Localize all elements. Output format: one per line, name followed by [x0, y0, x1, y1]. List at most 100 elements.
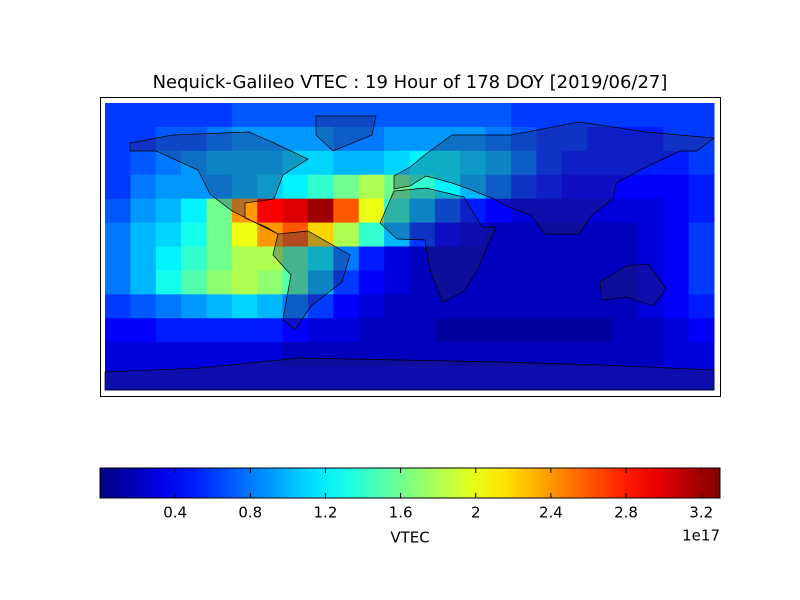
colorbar-tick-label: 0.4: [163, 504, 187, 522]
heatmap-cell: [485, 246, 512, 271]
heatmap-cell: [308, 366, 334, 391]
colorbar-tick-label: 1.6: [389, 504, 413, 522]
heatmap-cell: [206, 126, 233, 152]
heatmap-cell: [155, 222, 182, 247]
heatmap-cell: [485, 366, 512, 391]
heatmap-cell: [688, 294, 715, 319]
north-america: [129, 131, 309, 235]
heatmap-cell: [688, 342, 715, 367]
heatmap-cell: [688, 246, 715, 271]
heatmap-cell: [130, 246, 157, 271]
heatmap-cell: [409, 150, 436, 176]
heatmap-cell: [511, 366, 537, 391]
heatmap-cell: [206, 198, 233, 224]
heatmap-cell: [105, 150, 131, 176]
colorbar-label: VTEC: [390, 529, 429, 547]
heatmap-cell: [105, 198, 131, 224]
heatmap-cell: [384, 294, 410, 319]
heatmap-cell: [282, 103, 309, 128]
colorbar-tick-label: 2.4: [539, 504, 563, 522]
heatmap-cell: [130, 103, 157, 128]
heatmap-cell: [561, 318, 588, 343]
heatmap-cell: [612, 198, 639, 224]
heatmap-cell: [257, 150, 284, 176]
heatmap-cell: [181, 126, 207, 152]
heatmap-cell: [561, 174, 588, 200]
heatmap-cell: [485, 270, 512, 295]
heatmap-cell: [663, 366, 690, 391]
heatmap-cell: [587, 103, 613, 128]
heatmap-cell: [561, 246, 588, 271]
heatmap-cell: [282, 126, 309, 152]
heatmap-cell: [231, 150, 258, 176]
heatmap-cell: [587, 174, 613, 200]
heatmap-cell: [536, 126, 563, 152]
heatmap-cell: [384, 150, 410, 176]
heatmap-cell: [434, 270, 461, 295]
colorbar-tick-label: 3.2: [689, 504, 713, 522]
heatmap-cell: [282, 246, 309, 271]
heatmap-cell: [358, 366, 385, 391]
heatmap-cell: [282, 222, 309, 247]
heatmap-cell: [130, 318, 157, 343]
heatmap-cell: [663, 150, 690, 176]
heatmap-cell: [181, 294, 207, 319]
heatmap-cell: [105, 246, 131, 271]
heatmap-cell: [130, 222, 157, 247]
heatmap-cell: [358, 174, 385, 200]
heatmap-cell: [511, 270, 537, 295]
heatmap-cell: [206, 270, 233, 295]
heatmap-cell: [231, 222, 258, 247]
heatmap-cell: [561, 270, 588, 295]
heatmap-cell: [231, 174, 258, 200]
heatmap-cell: [663, 246, 690, 271]
heatmap-cell: [637, 246, 664, 271]
heatmap-cell: [333, 174, 360, 200]
heatmap-cell: [409, 103, 436, 128]
heatmap-cell: [637, 222, 664, 247]
heatmap-cell: [206, 150, 233, 176]
heatmap-cell: [257, 246, 284, 271]
greenland: [315, 115, 377, 152]
heatmap-cell: [384, 342, 410, 367]
heatmap-cell: [663, 318, 690, 343]
heatmap-cell: [561, 366, 588, 391]
heatmap-cell: [155, 342, 182, 367]
heatmap-cell: [155, 270, 182, 295]
heatmap-cell: [257, 126, 284, 152]
heatmap-cell: [409, 198, 436, 224]
heatmap-cell: [155, 103, 182, 128]
heatmap-cell: [637, 318, 664, 343]
heatmap-cell: [612, 222, 639, 247]
heatmap-cell: [663, 342, 690, 367]
heatmap-cell: [536, 103, 563, 128]
heatmap-cell: [612, 174, 639, 200]
heatmap-cell: [409, 294, 436, 319]
heatmap-cell: [434, 126, 461, 152]
heatmap-cell: [434, 150, 461, 176]
heatmap-cell: [333, 198, 360, 224]
heatmap-cell: [434, 246, 461, 271]
heatmap-cell: [257, 366, 284, 391]
heatmap-cell: [637, 270, 664, 295]
heatmap-cell: [485, 103, 512, 128]
heatmap-cell: [130, 174, 157, 200]
continents: [104, 115, 715, 391]
heatmap-cell: [561, 126, 588, 152]
heatmap-cell: [206, 342, 233, 367]
heatmap-cell: [536, 198, 563, 224]
chart-title: Nequick-Galileo VTEC : 19 Hour of 178 DO…: [153, 72, 668, 93]
heatmap-cell: [663, 174, 690, 200]
heatmap-cell: [612, 126, 639, 152]
heatmap-cell: [257, 198, 284, 224]
heatmap-cell: [460, 342, 487, 367]
heatmap-cell: [333, 270, 360, 295]
heatmap-cell: [485, 318, 512, 343]
heatmap-cell: [282, 342, 309, 367]
heatmap-cell: [181, 366, 207, 391]
eurasia: [393, 121, 715, 235]
heatmap-cell: [536, 270, 563, 295]
heatmap-cell: [308, 174, 334, 200]
heatmap-cell: [105, 366, 131, 391]
heatmap-cell: [612, 366, 639, 391]
